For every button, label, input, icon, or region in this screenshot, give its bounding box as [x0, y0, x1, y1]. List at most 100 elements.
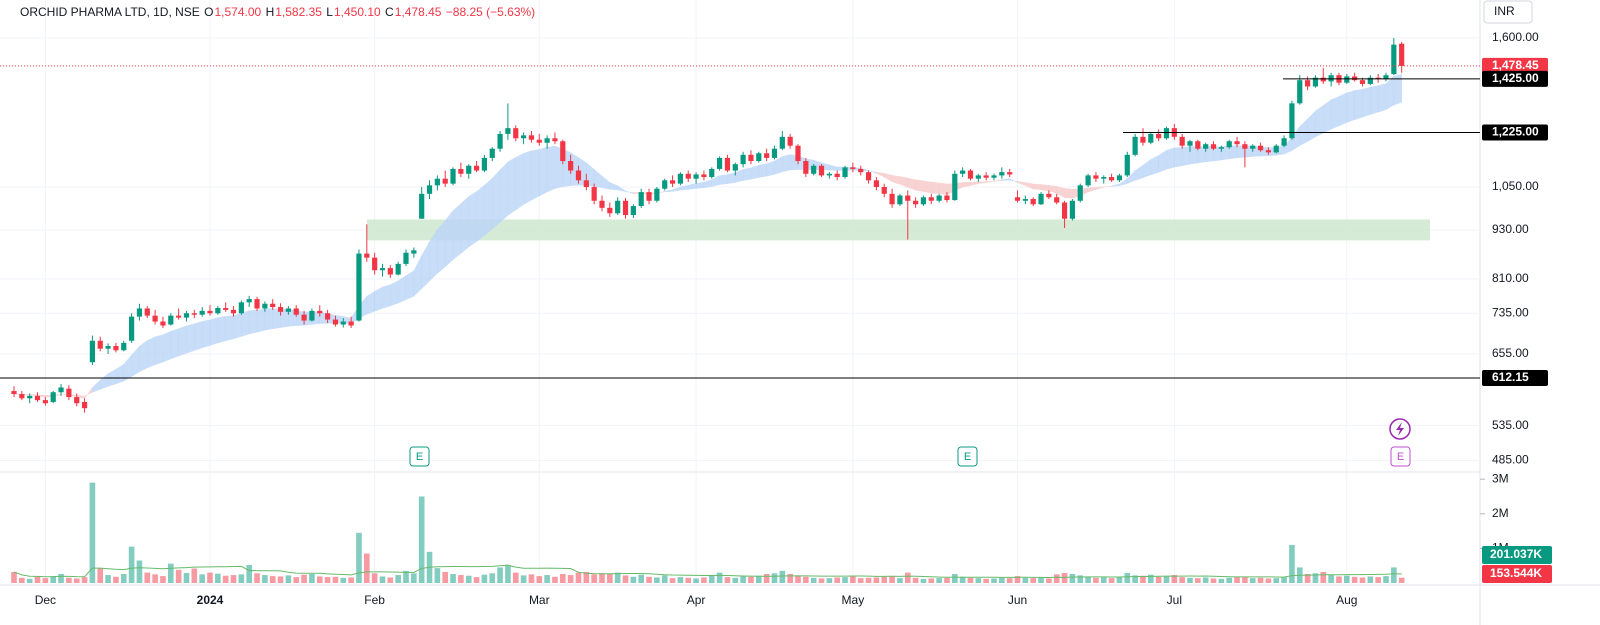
volume-bar — [1179, 577, 1185, 583]
volume-bar — [544, 575, 550, 583]
ema-cloud — [476, 184, 485, 243]
candle-body — [97, 340, 103, 349]
volume-bar — [818, 578, 825, 583]
candle-body — [834, 173, 840, 178]
ema-cloud — [468, 191, 477, 248]
candle-body — [1046, 193, 1052, 198]
volume-bar — [152, 574, 158, 583]
candle-body — [1179, 136, 1185, 146]
volume-bar — [630, 576, 637, 583]
candle-body — [340, 321, 346, 325]
volume-bar — [105, 575, 111, 583]
volume-bar — [834, 577, 840, 583]
volume-bar — [489, 573, 496, 583]
candle-body — [544, 138, 550, 143]
volume-badge — [1482, 565, 1552, 583]
candle-body — [1289, 103, 1295, 139]
candle-body — [293, 308, 299, 315]
earnings-icon[interactable]: E — [1390, 446, 1411, 467]
volume-bar — [1359, 577, 1366, 583]
candle-body — [58, 387, 64, 393]
symbol-header: ORCHID PHARMA LTD, 1D, NSE O1,574.00 H1,… — [20, 5, 536, 19]
volume-bar — [724, 577, 731, 583]
volume-bar — [395, 575, 401, 583]
volume-bar — [1195, 578, 1201, 583]
volume-bar — [1265, 578, 1272, 583]
price-badge — [1482, 57, 1548, 74]
candle-body — [372, 257, 378, 271]
candle-body — [121, 342, 127, 351]
volume-bar — [1367, 576, 1374, 583]
candle-body — [364, 253, 370, 258]
volume-bar — [983, 578, 989, 583]
ema-cloud — [938, 182, 948, 196]
candle-body — [199, 310, 205, 315]
candle-body — [442, 178, 448, 184]
ema-cloud — [539, 146, 548, 197]
candle-body — [113, 346, 119, 351]
volume-bar — [560, 574, 566, 583]
x-tick-label: Jul — [1167, 593, 1182, 607]
candle-body — [74, 397, 80, 404]
candle-body — [1352, 76, 1358, 81]
ema-cloud — [695, 181, 705, 189]
volume-bar — [967, 577, 974, 583]
ema-cloud — [280, 308, 289, 328]
candle-body — [811, 165, 817, 174]
earnings-icon[interactable]: E — [957, 446, 978, 467]
volume-bar — [160, 576, 166, 583]
volume-bar — [771, 573, 778, 583]
candle-body — [1273, 145, 1279, 153]
candle-body — [1218, 147, 1224, 149]
volume-bar — [1006, 578, 1013, 583]
candle-body — [356, 253, 362, 321]
volume-bar — [865, 577, 872, 583]
volume-bar — [959, 576, 966, 583]
ema-cloud — [1189, 146, 1199, 165]
event-icon[interactable] — [1389, 418, 1411, 440]
volume-bar — [512, 572, 519, 583]
candle-body — [1226, 141, 1232, 148]
volume-bar — [826, 578, 833, 583]
volume-bar — [207, 572, 213, 583]
candle-body — [630, 206, 636, 216]
ema-cloud — [782, 154, 791, 173]
candle-body — [1093, 175, 1099, 179]
volume-bar — [756, 575, 762, 583]
ema-cloud — [1166, 147, 1175, 170]
candle-body — [246, 299, 252, 303]
candle-body — [215, 307, 221, 314]
ema-cloud — [727, 172, 736, 184]
x-tick-label: Apr — [687, 593, 706, 607]
candle-body — [89, 340, 95, 363]
candle-body — [207, 310, 213, 314]
volume-bar — [356, 532, 362, 583]
volume-bar — [1312, 573, 1319, 583]
candle-body — [1375, 77, 1381, 79]
candle-body — [1132, 136, 1138, 155]
change: −88.25 (−5.63%) — [445, 5, 536, 19]
ema-cloud — [742, 167, 752, 181]
candle-body — [1234, 141, 1240, 145]
candle-body — [795, 145, 801, 162]
volume-bar — [1383, 576, 1389, 583]
volume-bar — [379, 576, 386, 583]
candle-body — [505, 128, 511, 134]
candle-body — [928, 197, 934, 201]
volume-bar — [175, 569, 182, 583]
volume-bar — [1202, 577, 1209, 583]
y-tick-label: 1,600.00 — [1492, 30, 1539, 44]
volume-bar — [262, 575, 268, 583]
volume-bar — [1022, 577, 1029, 583]
earnings-icon[interactable]: E — [409, 446, 430, 467]
volume-bar — [622, 575, 629, 583]
volume-bar — [1108, 578, 1115, 583]
ema-cloud — [491, 169, 501, 230]
ema-cloud — [1330, 96, 1340, 130]
candle-body — [513, 128, 519, 139]
candle-body — [662, 180, 668, 189]
candle-body — [1281, 138, 1287, 146]
volume-bar — [403, 570, 409, 583]
candle-body — [1030, 199, 1036, 205]
volume-bar — [1391, 567, 1397, 583]
